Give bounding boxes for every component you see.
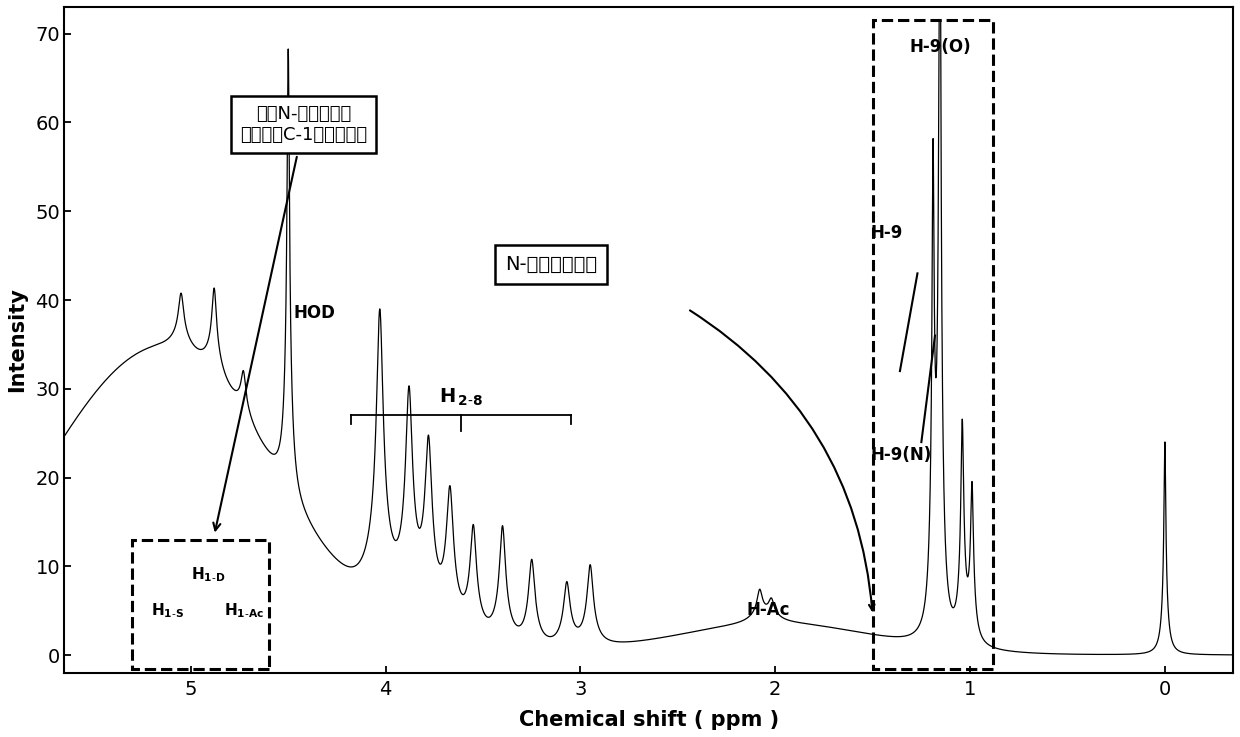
Text: H-9(O): H-9(O) xyxy=(909,38,971,56)
Text: 体现N-取代状态的
异头碳（C-1位）质子峰: 体现N-取代状态的 异头碳（C-1位）质子峰 xyxy=(213,105,367,531)
Y-axis label: Intensity: Intensity xyxy=(7,287,27,392)
Text: H-9: H-9 xyxy=(870,224,903,242)
Text: H-9(N): H-9(N) xyxy=(870,446,932,464)
Text: $\mathbf{H}$$_{\,\mathbf{2\text{-}8}}$: $\mathbf{H}$$_{\,\mathbf{2\text{-}8}}$ xyxy=(439,387,482,408)
Text: $\mathbf{H_{1\text{-}D}}$: $\mathbf{H_{1\text{-}D}}$ xyxy=(191,566,226,584)
Bar xyxy=(133,539,269,668)
Text: H-Ac: H-Ac xyxy=(746,601,790,619)
Text: HOD: HOD xyxy=(293,304,335,322)
Text: $\mathbf{H_{1\text{-}Ac}}$: $\mathbf{H_{1\text{-}Ac}}$ xyxy=(224,601,264,620)
Bar xyxy=(873,20,993,668)
Text: N-取代与总取代: N-取代与总取代 xyxy=(505,255,598,274)
Text: $\mathbf{H_{1\text{-}S}}$: $\mathbf{H_{1\text{-}S}}$ xyxy=(151,601,184,620)
X-axis label: Chemical shift ( ppm ): Chemical shift ( ppm ) xyxy=(518,710,779,730)
